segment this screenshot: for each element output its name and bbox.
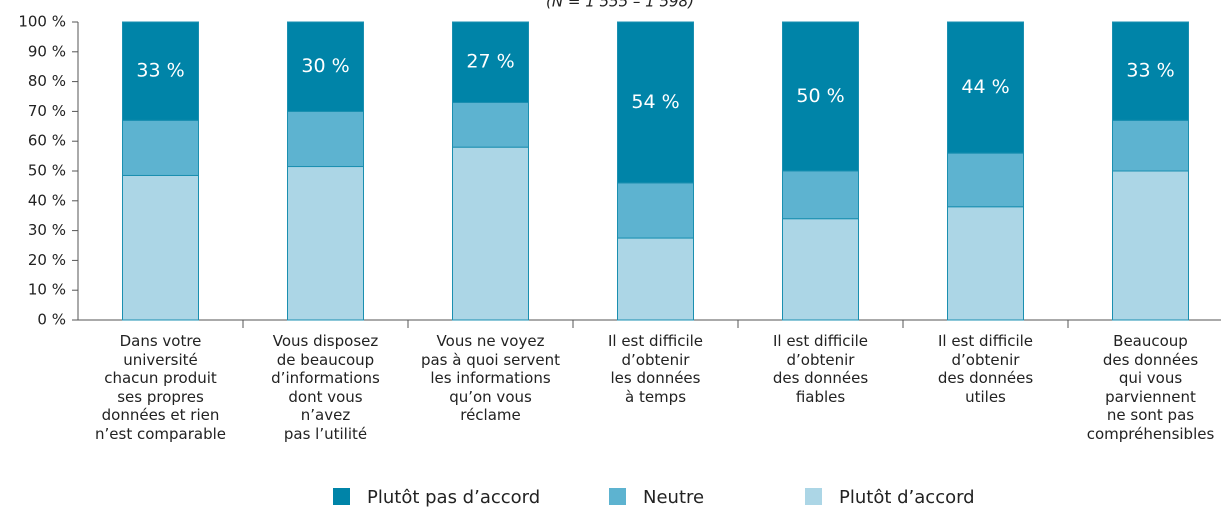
bar-segment bbox=[452, 21, 529, 103]
y-tick-label: 70 % bbox=[28, 102, 66, 120]
bar-segment bbox=[947, 21, 1024, 154]
bar-segment bbox=[122, 21, 199, 121]
y-tick-label: 90 % bbox=[28, 42, 66, 60]
y-tick-label: 80 % bbox=[28, 72, 66, 90]
bar-segment bbox=[617, 21, 694, 184]
bar-segment bbox=[782, 218, 859, 321]
legend-label: Plutôt pas d’accord bbox=[367, 487, 540, 508]
x-tick-label: Vous ne voyez pas à quoi servent les inf… bbox=[420, 332, 561, 424]
legend-swatch bbox=[609, 488, 626, 505]
x-tick-label: Il est difficile d’obtenir les données à… bbox=[607, 332, 704, 406]
x-tick-label: Beaucoup des données qui vous parviennen… bbox=[1086, 332, 1215, 443]
subtitle: (N = 1 555 – 1 598) bbox=[546, 0, 694, 11]
bar-segment bbox=[1112, 119, 1189, 172]
y-tick-label: 20 % bbox=[28, 251, 66, 269]
y-tick-label: 40 % bbox=[28, 191, 66, 209]
y-tick-label: 10 % bbox=[28, 281, 66, 299]
bar-segment bbox=[122, 119, 199, 176]
bar-segment bbox=[452, 101, 529, 148]
bar-segment bbox=[122, 174, 199, 321]
data-label: 54 % bbox=[631, 91, 679, 113]
y-tick-label: 0 % bbox=[37, 311, 66, 329]
bar-segment bbox=[782, 21, 859, 172]
bar-segment bbox=[452, 146, 529, 321]
data-label: 33 % bbox=[136, 60, 184, 82]
bar-segment bbox=[782, 170, 859, 220]
y-tick-label: 30 % bbox=[28, 221, 66, 239]
data-label: 50 % bbox=[796, 85, 844, 107]
x-tick-label: Dans votre université chacun produit ses… bbox=[95, 332, 226, 443]
legend-swatch bbox=[805, 488, 822, 505]
data-label: 27 % bbox=[466, 51, 514, 73]
bar-segment bbox=[617, 237, 694, 321]
bar-segment bbox=[947, 152, 1024, 208]
y-tick-label: 60 % bbox=[28, 132, 66, 150]
data-label: 33 % bbox=[1126, 60, 1174, 82]
legend-swatch bbox=[333, 488, 350, 505]
x-tick-label: Il est difficile d’obtenir des données u… bbox=[937, 332, 1034, 406]
bar-segment bbox=[287, 110, 364, 168]
bar-segment bbox=[947, 206, 1024, 321]
bar-segment bbox=[1112, 170, 1189, 321]
x-tick-label: Vous disposez de beaucoup d’informations… bbox=[271, 332, 380, 443]
legend-label: Neutre bbox=[643, 487, 704, 508]
bar-segment bbox=[1112, 21, 1189, 121]
bar-segment bbox=[287, 166, 364, 321]
legend-label: Plutôt d’accord bbox=[839, 487, 975, 508]
bar-segment bbox=[617, 182, 694, 239]
bar-segment bbox=[287, 21, 364, 112]
y-tick-label: 100 % bbox=[18, 13, 66, 31]
data-label: 44 % bbox=[961, 76, 1009, 98]
y-tick-label: 50 % bbox=[28, 162, 66, 180]
data-label: 30 % bbox=[301, 55, 349, 77]
x-tick-label: Il est difficile d’obtenir des données f… bbox=[772, 332, 869, 406]
